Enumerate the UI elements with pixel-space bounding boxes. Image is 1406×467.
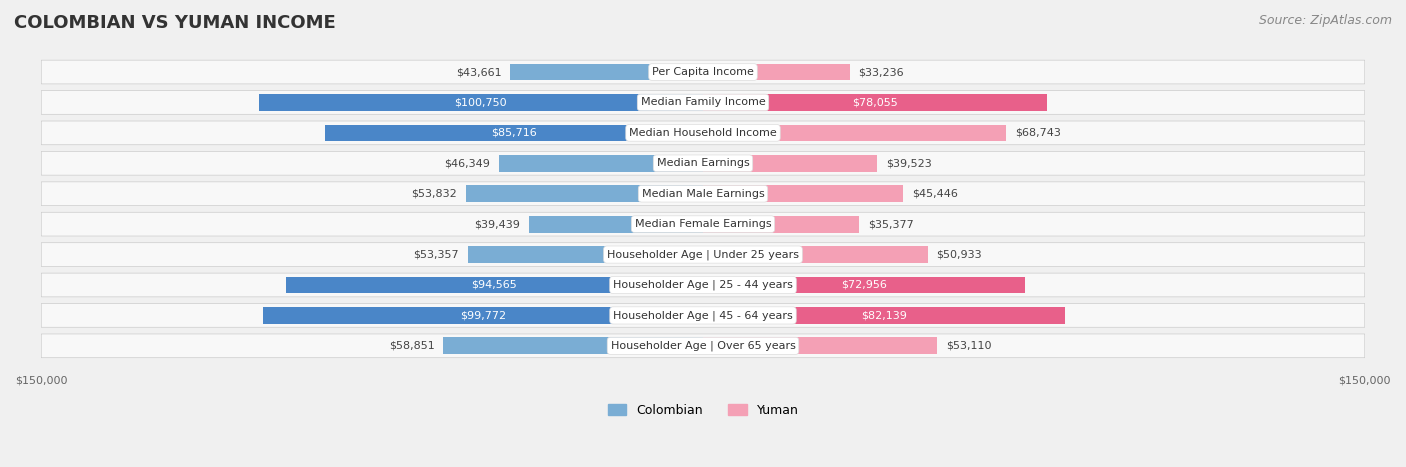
FancyBboxPatch shape (41, 60, 1365, 84)
Text: $50,933: $50,933 (936, 249, 983, 260)
FancyBboxPatch shape (41, 334, 1365, 358)
FancyBboxPatch shape (41, 182, 1365, 205)
Bar (510, 64, 703, 80)
Text: Householder Age | 25 - 44 years: Householder Age | 25 - 44 years (613, 280, 793, 290)
Text: Householder Age | Over 65 years: Householder Age | Over 65 years (610, 340, 796, 351)
Bar (703, 125, 1007, 141)
FancyBboxPatch shape (41, 151, 1365, 175)
Text: $72,956: $72,956 (841, 280, 887, 290)
FancyBboxPatch shape (41, 273, 1365, 297)
Bar (263, 307, 703, 324)
Text: Per Capita Income: Per Capita Income (652, 67, 754, 77)
Text: $82,139: $82,139 (862, 311, 907, 320)
FancyBboxPatch shape (41, 91, 1365, 114)
Legend: Colombian, Yuman: Colombian, Yuman (603, 399, 803, 422)
Text: Median Earnings: Median Earnings (657, 158, 749, 168)
Text: Householder Age | 45 - 64 years: Householder Age | 45 - 64 years (613, 310, 793, 321)
Text: Median Household Income: Median Household Income (628, 128, 778, 138)
Text: $53,832: $53,832 (411, 189, 457, 199)
Bar (703, 94, 1047, 111)
Bar (499, 155, 703, 172)
Text: $78,055: $78,055 (852, 98, 898, 107)
Bar (703, 276, 1025, 293)
Bar (468, 246, 703, 263)
Text: Householder Age | Under 25 years: Householder Age | Under 25 years (607, 249, 799, 260)
Text: $39,439: $39,439 (474, 219, 520, 229)
Text: $39,523: $39,523 (886, 158, 932, 168)
Text: $100,750: $100,750 (454, 98, 508, 107)
Text: Median Family Income: Median Family Income (641, 98, 765, 107)
Text: $46,349: $46,349 (444, 158, 489, 168)
Bar (703, 155, 877, 172)
Bar (703, 185, 904, 202)
Bar (703, 338, 938, 354)
Bar (703, 216, 859, 233)
FancyBboxPatch shape (41, 212, 1365, 236)
FancyBboxPatch shape (41, 243, 1365, 267)
Bar (703, 307, 1066, 324)
Text: $45,446: $45,446 (912, 189, 959, 199)
Text: $68,743: $68,743 (1015, 128, 1062, 138)
Text: Median Male Earnings: Median Male Earnings (641, 189, 765, 199)
Text: $35,377: $35,377 (868, 219, 914, 229)
Text: $99,772: $99,772 (460, 311, 506, 320)
Bar (703, 64, 849, 80)
Text: Median Female Earnings: Median Female Earnings (634, 219, 772, 229)
Bar (285, 276, 703, 293)
Text: $33,236: $33,236 (859, 67, 904, 77)
Text: $94,565: $94,565 (471, 280, 517, 290)
Bar (443, 338, 703, 354)
Bar (529, 216, 703, 233)
Bar (703, 246, 928, 263)
Bar (259, 94, 703, 111)
Bar (325, 125, 703, 141)
Text: $58,851: $58,851 (389, 341, 434, 351)
FancyBboxPatch shape (41, 121, 1365, 145)
Text: $53,110: $53,110 (946, 341, 991, 351)
FancyBboxPatch shape (41, 304, 1365, 327)
Text: Source: ZipAtlas.com: Source: ZipAtlas.com (1258, 14, 1392, 27)
Bar (465, 185, 703, 202)
Text: $85,716: $85,716 (491, 128, 537, 138)
Text: COLOMBIAN VS YUMAN INCOME: COLOMBIAN VS YUMAN INCOME (14, 14, 336, 32)
Text: $53,357: $53,357 (413, 249, 458, 260)
Text: $43,661: $43,661 (456, 67, 502, 77)
